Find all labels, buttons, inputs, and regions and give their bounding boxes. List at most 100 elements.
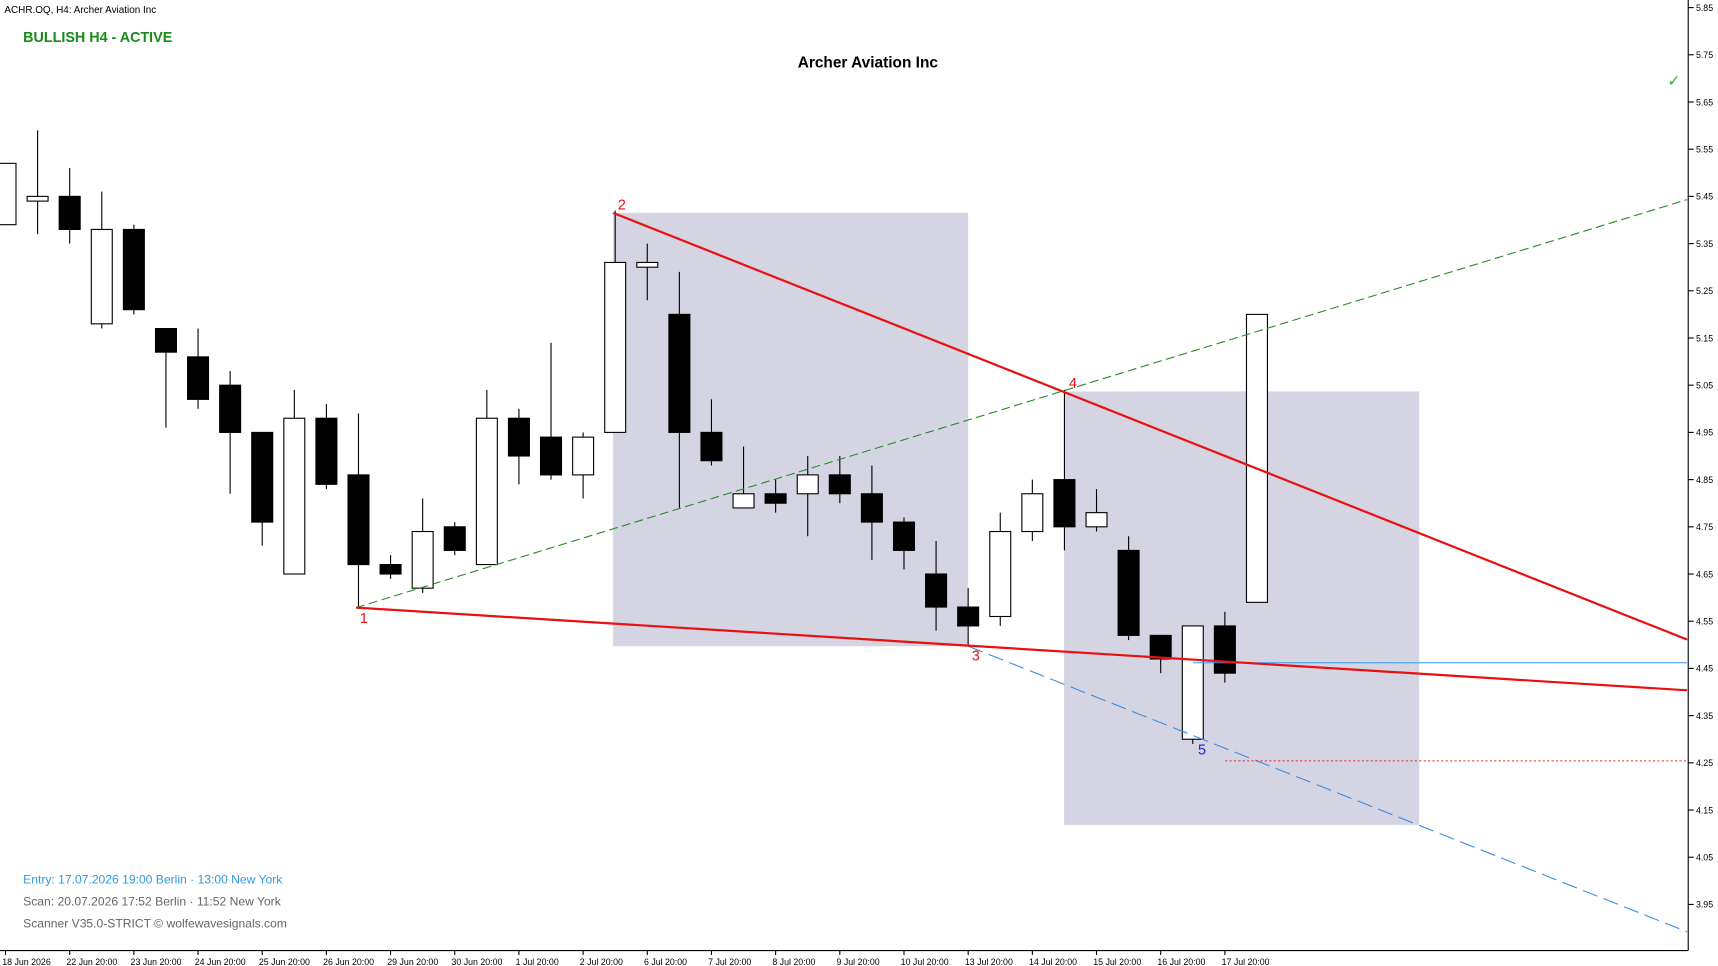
candle-body <box>443 526 466 551</box>
candle-body <box>507 417 530 457</box>
candle-body <box>1245 313 1268 603</box>
wave-label: 2 <box>618 198 626 214</box>
candle-body <box>572 436 595 476</box>
y-tick-label: 4.55 <box>1696 617 1713 627</box>
y-tick-label: 5.85 <box>1696 3 1713 13</box>
x-tick-label: 29 Jun 20:00 <box>387 957 438 966</box>
candle-body <box>860 493 883 523</box>
candle-body <box>347 474 370 566</box>
y-tick-label: 5.25 <box>1696 286 1713 296</box>
candle-body <box>1085 512 1108 528</box>
x-tick-label: 22 Jun 20:00 <box>66 957 117 966</box>
candle-body <box>604 261 627 433</box>
x-tick-label: 25 Jun 20:00 <box>259 957 310 966</box>
candle-body <box>700 431 723 462</box>
pattern-zone <box>613 212 969 647</box>
candle-body <box>122 228 145 311</box>
candle-body <box>796 474 819 495</box>
wave-label: 5 <box>1198 742 1206 758</box>
x-tick-label: 14 Jul 20:00 <box>1029 957 1077 966</box>
y-tick-label: 5.55 <box>1696 144 1713 154</box>
candle-body <box>1181 625 1204 740</box>
y-tick-label: 4.85 <box>1696 475 1713 485</box>
candle-body <box>636 261 659 268</box>
wave-label: 3 <box>972 649 980 665</box>
candle-body <box>90 228 113 325</box>
status: BULLISH H4 - ACTIVE <box>23 30 172 46</box>
wave-label: 1 <box>360 611 368 627</box>
footer-credit: Scanner V35.0-STRICT © wolfewavesignals.… <box>23 916 287 930</box>
x-tick-label: 7 Jul 20:00 <box>708 957 751 966</box>
line-1-3 <box>356 606 1688 692</box>
x-tick-label: 1 Jul 20:00 <box>516 957 559 966</box>
candle-body <box>219 384 242 433</box>
candle-body <box>315 417 338 485</box>
x-tick-label: 23 Jun 20:00 <box>131 957 182 966</box>
footer-entry: Entry: 17.07.2026 19:00 Berlin · 13:00 N… <box>23 872 283 886</box>
status-icon: ✓ <box>1667 73 1680 90</box>
candle-body <box>925 573 948 608</box>
y-tick-label: 5.65 <box>1696 97 1713 107</box>
x-tick-label: 16 Jul 20:00 <box>1157 957 1205 966</box>
x-tick-label: 17 Jul 20:00 <box>1222 957 1270 966</box>
candle-body <box>0 162 17 226</box>
candle-body <box>411 530 434 589</box>
footer-scan: Scan: 20.07.2026 17:52 Berlin · 11:52 Ne… <box>23 894 282 908</box>
y-tick-label: 4.05 <box>1696 853 1713 863</box>
y-tick-label: 5.15 <box>1696 333 1713 343</box>
candle-body <box>187 356 210 400</box>
y-tick-label: 4.75 <box>1696 522 1713 532</box>
x-tick-label: 9 Jul 20:00 <box>837 957 880 966</box>
y-tick-label: 4.45 <box>1696 664 1713 674</box>
y-tick-label: 4.15 <box>1696 805 1713 815</box>
y-tick-label: 5.35 <box>1696 239 1713 249</box>
y-tick-label: 4.95 <box>1696 428 1713 438</box>
y-tick-label: 5.05 <box>1696 381 1713 391</box>
y-tick-label: 4.65 <box>1696 569 1713 579</box>
x-tick-label: 6 Jul 20:00 <box>644 957 687 966</box>
candle-body <box>1117 549 1140 636</box>
line-3-5 <box>967 645 1688 933</box>
candle-body <box>26 195 49 202</box>
line-1-4 <box>356 199 1688 609</box>
candle-body <box>475 417 498 566</box>
candle-body <box>764 493 787 504</box>
candle-body <box>668 313 691 433</box>
x-tick-label: 8 Jul 20:00 <box>772 957 815 966</box>
y-tick-label: 4.35 <box>1696 711 1713 721</box>
chart-title: Archer Aviation Inc <box>798 54 939 71</box>
x-tick-label: 15 Jul 20:00 <box>1093 957 1141 966</box>
candle-body <box>732 493 755 509</box>
candle-body <box>989 530 1012 618</box>
x-tick-label: 30 Jun 20:00 <box>451 957 502 966</box>
chart-header: ACHR.OQ, H4: Archer Aviation Inc <box>4 5 156 16</box>
x-tick-label: 18 Jun 2026 <box>2 957 51 966</box>
candle-body <box>58 195 81 230</box>
y-tick-label: 5.45 <box>1696 192 1713 202</box>
wave-label: 4 <box>1069 376 1077 392</box>
target-zone <box>1064 391 1420 825</box>
candle-body <box>892 521 916 551</box>
candle-body <box>828 474 851 495</box>
candle-body <box>1213 625 1236 674</box>
candle-body <box>957 606 980 627</box>
candle-body <box>154 328 177 353</box>
candle-body <box>379 564 402 575</box>
y-tick-label: 4.25 <box>1696 758 1713 768</box>
x-tick-label: 2 Jul 20:00 <box>580 957 623 966</box>
candle-body <box>283 417 306 575</box>
line-2-4 <box>612 211 1688 641</box>
y-tick-label: 5.75 <box>1696 50 1713 60</box>
x-tick-label: 24 Jun 20:00 <box>195 957 246 966</box>
candle-body <box>1053 479 1076 528</box>
y-tick-label: 3.95 <box>1696 900 1713 910</box>
x-tick-label: 13 Jul 20:00 <box>965 957 1013 966</box>
candle-body <box>1149 634 1172 660</box>
candle-body <box>1021 493 1044 533</box>
candle-body <box>539 436 563 476</box>
x-tick-label: 26 Jun 20:00 <box>323 957 374 966</box>
x-tick-label: 10 Jul 20:00 <box>901 957 949 966</box>
candle-body <box>251 431 274 523</box>
